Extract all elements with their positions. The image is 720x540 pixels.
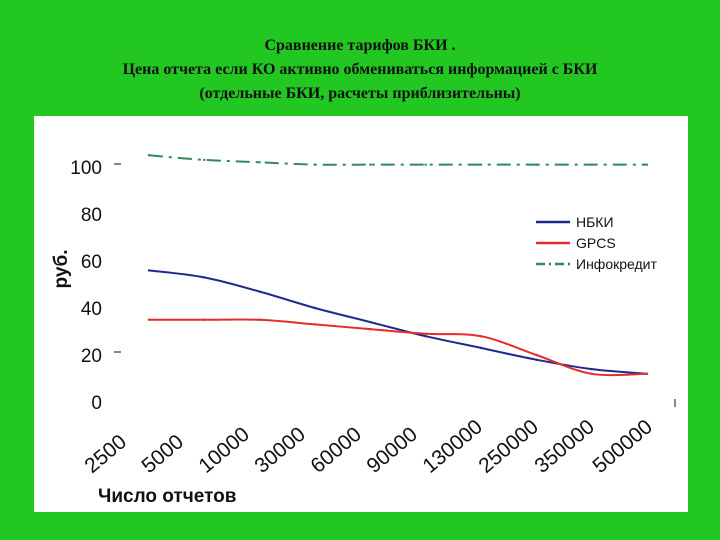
data-point [369,327,372,331]
x-axis-title: Число отчетов [98,486,236,507]
x-tick-label: 10000 [194,423,254,478]
series-line-3 [148,154,647,166]
data-point [258,161,261,164]
legend-label: Инфокредит [576,256,657,272]
y-tick-label: 60 [81,252,102,273]
chart-title: Сравнение тарифов БКИ . Цена отчета если… [0,34,720,106]
data-point [313,306,317,310]
data-point [590,372,593,375]
data-point [258,290,261,293]
data-point [369,163,372,166]
x-tick-label: 2500 [80,430,131,478]
data-point [369,320,372,324]
data-point [479,346,483,350]
y-tick-label: 80 [81,205,102,226]
x-tick-label: 60000 [306,423,366,478]
data-point [590,163,593,166]
title-line-2: Цена отчета если КО активно обмениваться… [122,61,598,78]
x-tick-label: 350000 [530,415,598,478]
data-point [590,367,593,371]
data-point [535,163,538,166]
data-point [645,372,649,375]
x-tick-label: 30000 [250,423,310,478]
legend-label: GPCS [576,235,616,251]
x-tick-label: 90000 [362,423,422,478]
data-point [424,332,427,336]
y-tick-label: 100 [70,158,102,179]
data-point [479,163,483,166]
series-line-2 [149,318,648,377]
data-point [203,318,206,321]
y-tick-label: 0 [91,393,102,414]
line-chart: 0 20 40 60 80 100 руб. 2500 5000 1000030000600009… [51,154,676,507]
y-tick-label: 20 [81,346,102,367]
title-line-3: (отдельные БКИ, расчеты приблизительны) [199,85,521,102]
data-point [203,158,206,162]
data-point [147,154,151,157]
series-line-1 [148,269,648,375]
y-axis-title: руб. [51,250,72,289]
x-tick-label: 130000 [418,415,486,478]
chart-panel: 0 20 40 60 80 100 руб. 2500 5000 10000 30000 60000 9… [34,116,688,512]
data-point [258,318,261,321]
data-point [313,163,317,166]
data-point [645,163,649,166]
data-point [147,269,151,272]
x-tick-label: 5000 [137,430,188,478]
x-tick-label: 500000 [588,415,656,478]
title-line-1: Сравнение тарифов БКИ . [264,37,456,54]
data-point [424,163,427,166]
legend-label: НБКИ [576,214,614,230]
data-point [203,276,206,279]
data-point [147,318,151,321]
data-point [424,335,427,338]
y-tick-label: 40 [81,299,102,320]
data-point [535,353,538,357]
data-point [479,335,483,338]
x-tick-label: 250000 [474,415,542,478]
data-point [313,323,317,326]
data-point [535,358,538,361]
